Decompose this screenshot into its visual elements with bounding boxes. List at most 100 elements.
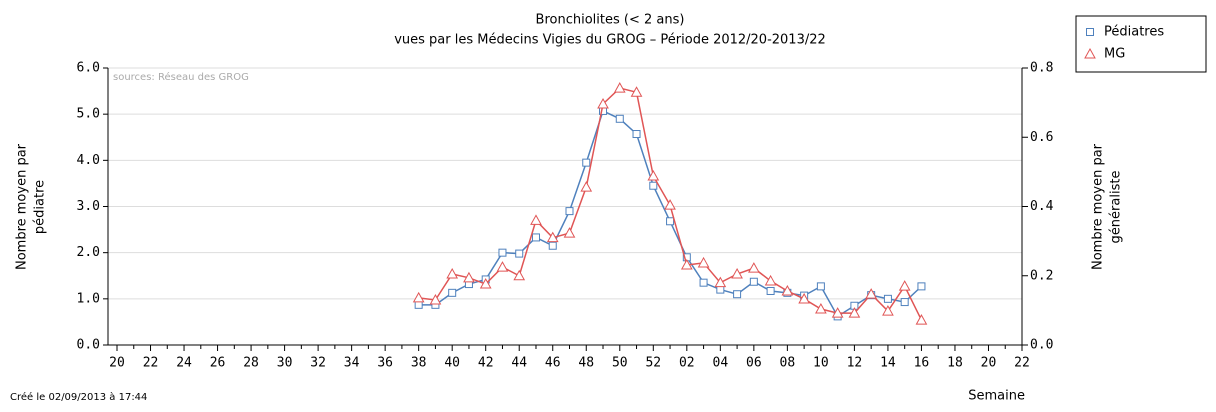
y2-tick-label: 0.0	[1030, 338, 1053, 353]
data-point	[766, 286, 775, 295]
data-point	[749, 277, 758, 286]
x-tick-label: 46	[545, 356, 561, 371]
data-point	[764, 274, 777, 286]
x-tick-label: 12	[847, 356, 863, 371]
y-tick-label: 0.0	[77, 338, 100, 353]
y2-axis-label: généraliste	[1109, 171, 1124, 244]
data-point	[714, 276, 727, 288]
data-point	[898, 280, 911, 291]
x-tick-label: 18	[947, 356, 963, 371]
data-point	[865, 288, 878, 299]
x-tick-label: 34	[344, 356, 360, 371]
data-point	[900, 298, 909, 307]
data-point	[597, 97, 609, 109]
y2-axis-label: Nombre moyen par	[1091, 143, 1106, 270]
data-point	[647, 170, 660, 181]
x-tick-label: 40	[444, 356, 460, 371]
data-point	[831, 307, 844, 318]
x-tick-label: 06	[746, 356, 762, 371]
x-tick-label: 52	[645, 356, 661, 371]
data-point	[496, 261, 509, 272]
y2-tick-label: 0.8	[1030, 61, 1053, 76]
y-tick-label: 6.0	[77, 61, 100, 76]
data-point	[463, 271, 475, 283]
legend-marker	[1086, 28, 1094, 36]
y-tick-label: 2.0	[77, 245, 100, 260]
x-tick-label: 28	[243, 356, 259, 371]
data-point	[815, 302, 827, 314]
data-point	[563, 227, 576, 238]
data-point	[513, 269, 526, 281]
y2-tick-label: 0.4	[1030, 199, 1054, 214]
x-tick-label: 20	[109, 356, 125, 371]
data-point	[798, 292, 810, 304]
x-tick-label: 22	[1014, 356, 1030, 371]
legend-label: MG	[1104, 47, 1125, 62]
data-point	[699, 278, 708, 287]
data-point	[915, 314, 928, 325]
y-axis-label: pédiatre	[33, 180, 48, 234]
y2-tick-label: 0.6	[1030, 130, 1053, 145]
data-point	[748, 262, 760, 273]
y-axis-label: Nombre moyen par	[15, 143, 30, 270]
y-tick-label: 1.0	[77, 291, 100, 306]
x-tick-label: 16	[914, 356, 930, 371]
data-point	[582, 158, 591, 167]
x-tick-label: 38	[411, 356, 427, 371]
y-tick-label: 5.0	[77, 107, 100, 122]
data-point	[446, 267, 459, 279]
data-point	[448, 288, 457, 297]
data-point	[530, 214, 542, 225]
data-point	[917, 282, 926, 291]
data-point	[613, 82, 626, 93]
x-tick-label: 04	[713, 356, 729, 371]
legend-label: Pédiatres	[1104, 25, 1164, 40]
data-point	[615, 114, 624, 123]
data-point	[546, 231, 559, 243]
x-tick-label: 10	[813, 356, 829, 371]
footer: Créé le 02/09/2013 à 17:44	[10, 391, 147, 403]
legend-box	[1075, 15, 1207, 73]
x-tick-label: 14	[880, 356, 896, 371]
series-line	[418, 109, 922, 318]
y2-tick-label: 0.2	[1030, 268, 1053, 283]
data-point	[429, 293, 442, 305]
data-point	[697, 256, 710, 268]
y-tick-label: 3.0	[77, 199, 100, 214]
data-point	[883, 294, 892, 303]
data-point	[848, 307, 861, 318]
chart-title: Bronchiolites (< 2 ans)	[536, 13, 685, 28]
data-point	[816, 282, 825, 291]
x-tick-label: 02	[679, 356, 695, 371]
x-axis-label: Semaine	[968, 389, 1025, 404]
x-tick-label: 42	[478, 356, 494, 371]
data-point	[731, 267, 743, 279]
data-point	[498, 248, 507, 257]
x-tick-label: 08	[780, 356, 796, 371]
x-tick-label: 50	[612, 356, 628, 371]
data-point	[632, 130, 641, 139]
data-point	[664, 199, 676, 210]
data-point	[580, 181, 593, 192]
x-tick-label: 48	[578, 356, 594, 371]
data-point	[882, 305, 894, 316]
x-tick-label: 22	[143, 356, 159, 371]
x-tick-label: 44	[511, 356, 527, 371]
legend-marker	[1084, 47, 1096, 59]
data-point	[680, 258, 693, 270]
data-point	[733, 290, 742, 299]
data-point	[548, 241, 557, 250]
data-point	[649, 181, 658, 190]
data-point	[479, 278, 492, 289]
x-tick-label: 32	[310, 356, 326, 371]
data-point	[531, 233, 540, 242]
chart-subtitle: vues par les Médecins Vigies du GROG – P…	[394, 33, 826, 48]
x-tick-label: 30	[277, 356, 293, 371]
data-point	[630, 86, 643, 97]
data-point	[781, 284, 794, 296]
x-tick-label: 20	[981, 356, 997, 371]
data-point	[565, 207, 574, 216]
data-point	[412, 291, 425, 303]
annotation: sources: Réseau des GROG	[113, 71, 249, 83]
